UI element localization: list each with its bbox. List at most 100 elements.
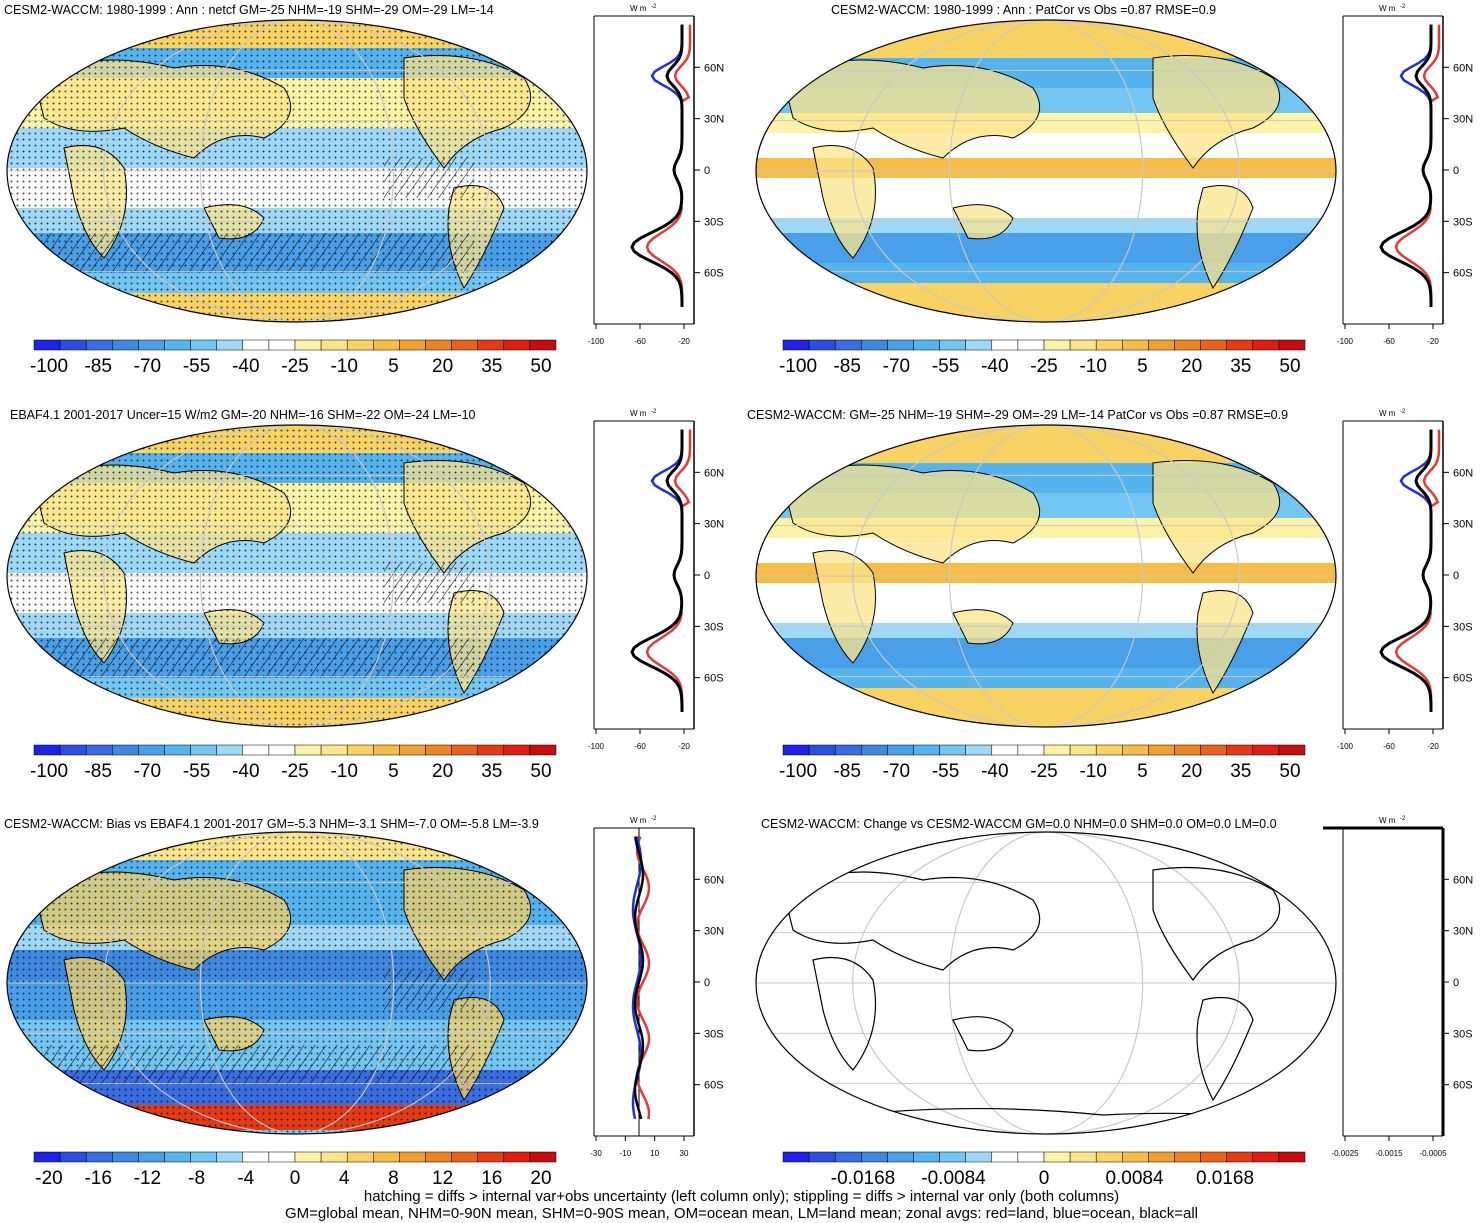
zonal-line-all — [1379, 429, 1433, 712]
colorbar-swatch — [59, 1151, 87, 1163]
colorbar-swatch — [1043, 339, 1071, 351]
zonal-lat-label: 60N — [1453, 467, 1473, 479]
continent — [782, 464, 1041, 564]
colorbar-swatch — [477, 339, 505, 351]
colorbar: -100 -85 -70 -55 -40 -25 -10 5 20 35 50 — [30, 744, 557, 782]
colorbar-swatch — [138, 339, 165, 351]
colorbar-tick-label: 20 — [1181, 761, 1202, 782]
colorbar-swatch — [33, 744, 61, 756]
map-border — [755, 424, 1337, 728]
units-superscript: -2 — [1400, 409, 1406, 415]
colorbar-swatch — [85, 339, 113, 351]
colorbar-tick-label: 5 — [388, 761, 399, 782]
colorbar-swatch — [1148, 1151, 1175, 1163]
colorbar-swatch — [268, 1151, 296, 1163]
colorbar-swatch — [529, 1151, 557, 1163]
zonal-x-tick-label: -60 — [634, 337, 646, 346]
colorbar-tick-label: 35 — [481, 356, 502, 377]
zonal-x-tick-label: -60 — [634, 742, 646, 751]
colorbar-swatch — [268, 744, 296, 756]
colorbar-swatch — [216, 1151, 244, 1163]
zonal-lat-label: 30S — [704, 1028, 724, 1040]
colorbar-swatch — [939, 339, 966, 351]
colorbar-swatch — [1200, 744, 1227, 756]
colorbar-tick-label: -40 — [232, 761, 259, 782]
colorbar-swatch — [1252, 1151, 1280, 1163]
hatching-overlay — [44, 1045, 474, 1085]
colorbar-tick-label: -4 — [237, 1168, 254, 1189]
units-label: W m — [1379, 409, 1396, 418]
colorbar-swatch — [1069, 339, 1097, 351]
colorbar-tick-label: -10 — [330, 356, 357, 377]
zonal-average-plot: W m -2 60N 30N 0 30S 60S -100 -60 -20 — [588, 409, 724, 751]
colorbar-tick-label: -0.0084 — [921, 1168, 986, 1189]
zonal-x-tick-label: -20 — [1427, 337, 1439, 346]
colorbar-swatch — [85, 744, 113, 756]
colorbar-tick-label: 50 — [1279, 761, 1300, 782]
units-superscript: -2 — [1400, 816, 1406, 822]
colorbar-swatch — [346, 1151, 374, 1163]
colorbar-swatch — [190, 339, 217, 351]
colorbar-tick-label: 0.0168 — [1196, 1168, 1254, 1189]
colorbar-tick-label: 0.0084 — [1105, 1168, 1164, 1189]
zonal-lat-label: 30S — [1453, 621, 1473, 633]
colorbar-swatch — [216, 339, 244, 351]
panel-title: CESM2-WACCM: Change vs CESM2-WACCM GM=0.… — [761, 817, 1277, 831]
colorbar-tick-label: -12 — [134, 1168, 161, 1189]
colorbar-swatch — [112, 744, 139, 756]
colorbar-tick-label: -40 — [981, 356, 1008, 377]
colorbar-swatch — [1278, 339, 1306, 351]
colorbar-swatch — [887, 744, 914, 756]
zonal-lat-label: 60N — [704, 62, 724, 74]
colorbar-swatch — [1095, 744, 1123, 756]
colorbar-swatch — [861, 744, 888, 756]
colorbar-swatch — [1148, 339, 1175, 351]
colorbar-tick-label: -70 — [134, 761, 161, 782]
colorbar-swatch — [1122, 339, 1149, 351]
colorbar-swatch — [887, 1151, 914, 1163]
colorbar-swatch — [991, 1151, 1019, 1163]
colorbar-tick-label: -0.0168 — [831, 1168, 895, 1189]
world-map — [6, 831, 588, 1135]
colorbar-swatch — [861, 339, 888, 351]
zonal-lat-label: 60S — [704, 673, 724, 685]
colorbar-tick-label: 8 — [388, 1168, 399, 1189]
colorbar-tick-label: 50 — [530, 761, 551, 782]
colorbar-swatch — [1174, 1151, 1201, 1163]
colorbar-tick-label: -40 — [981, 761, 1008, 782]
continent — [812, 550, 876, 664]
zonal-x-tick-label: -30 — [590, 1149, 602, 1158]
zonal-line-land — [645, 24, 692, 307]
world-map — [755, 19, 1337, 323]
zonal-x-tick-label: -0.0015 — [1375, 1149, 1403, 1158]
colorbar-swatch — [320, 339, 348, 351]
continent — [812, 145, 876, 259]
colorbar-tick-label: -55 — [932, 356, 959, 377]
colorbar-tick-label: -85 — [833, 356, 860, 377]
zonal-line-land — [1394, 429, 1441, 712]
units-label: W m — [1379, 816, 1396, 825]
colorbar-swatch — [373, 339, 400, 351]
colorbar-swatch — [399, 339, 426, 351]
colorbar-swatch — [503, 339, 531, 351]
zonal-lat-label: 30N — [704, 114, 724, 126]
zonal-x-tick-label: -100 — [588, 337, 605, 346]
world-map — [755, 831, 1337, 1135]
colorbar-swatch — [294, 744, 322, 756]
colorbar-tick-label: -70 — [883, 761, 910, 782]
colorbar-swatch — [138, 744, 165, 756]
colorbar-swatch — [320, 1151, 348, 1163]
colorbar-swatch — [782, 1151, 810, 1163]
colorbar-swatch — [965, 1151, 993, 1163]
colorbar-swatch — [190, 1151, 217, 1163]
zonal-x-tick-label: -60 — [1383, 742, 1395, 751]
map-field-band — [756, 668, 1336, 688]
units-label: W m — [1379, 4, 1396, 13]
colorbar-swatch — [242, 744, 270, 756]
colorbar-swatch — [913, 1151, 940, 1163]
zonal-x-tick-label: -0.0005 — [1419, 1149, 1447, 1158]
colorbar-tick-label: -10 — [1079, 356, 1106, 377]
zonal-average-plot: W m -2 60N 30N 0 30S 60S -100 -60 -20 — [1337, 4, 1473, 346]
colorbar-swatch — [268, 339, 296, 351]
colorbar-tick-label: -25 — [281, 356, 308, 377]
